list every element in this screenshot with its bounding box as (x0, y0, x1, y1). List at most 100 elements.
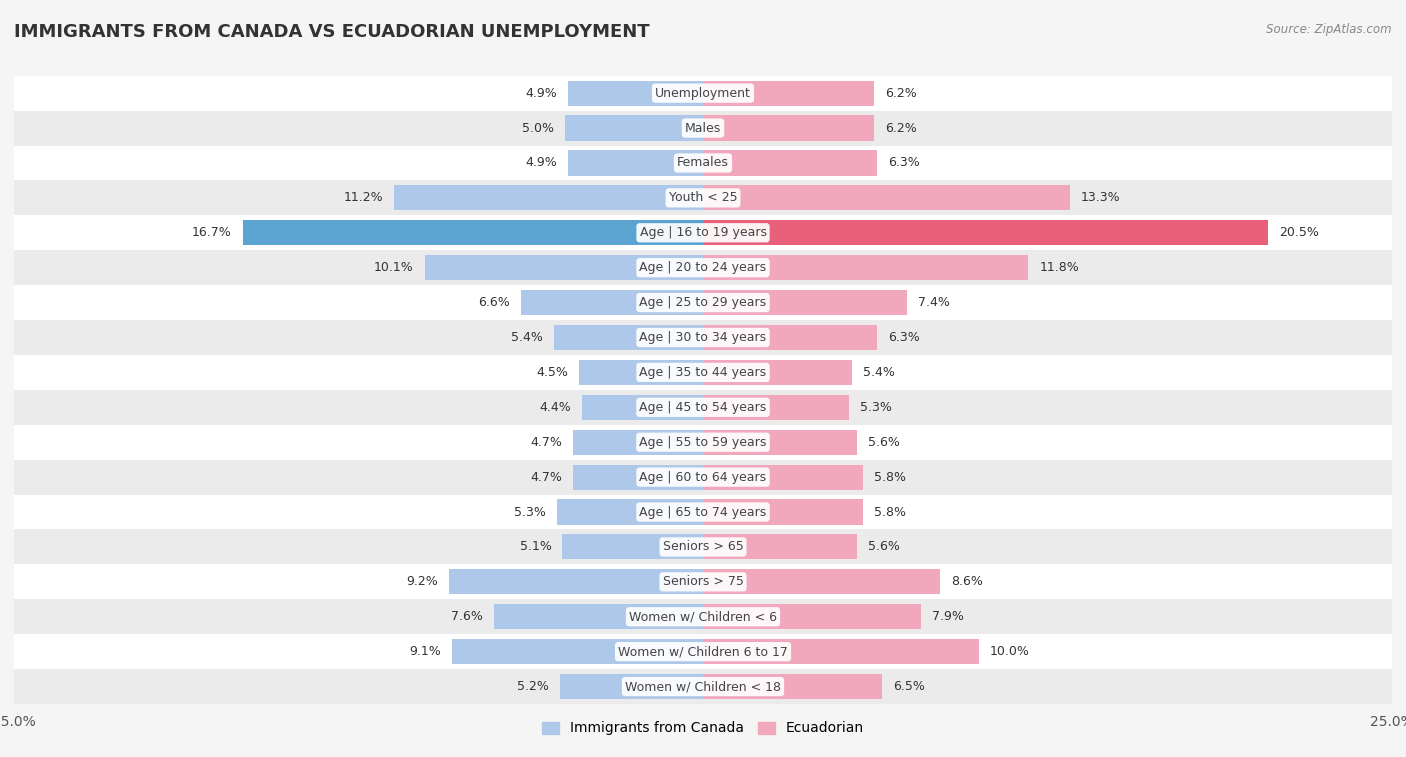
Bar (703, 674, 882, 699)
Text: Source: ZipAtlas.com: Source: ZipAtlas.com (1267, 23, 1392, 36)
Text: Age | 45 to 54 years: Age | 45 to 54 years (640, 400, 766, 414)
Bar (14, 145, 1392, 180)
Text: 6.6%: 6.6% (478, 296, 510, 309)
Text: Age | 35 to 44 years: Age | 35 to 44 years (640, 366, 766, 379)
Bar (14, 111, 1392, 145)
Bar (582, 394, 703, 420)
Text: 11.2%: 11.2% (343, 192, 384, 204)
Bar (562, 534, 703, 559)
Bar (14, 320, 1392, 355)
Text: 5.3%: 5.3% (860, 400, 891, 414)
Text: IMMIGRANTS FROM CANADA VS ECUADORIAN UNEMPLOYMENT: IMMIGRANTS FROM CANADA VS ECUADORIAN UNE… (14, 23, 650, 41)
Bar (703, 80, 875, 106)
Text: 7.4%: 7.4% (918, 296, 950, 309)
Bar (243, 220, 703, 245)
Text: 6.2%: 6.2% (884, 86, 917, 100)
Text: 6.5%: 6.5% (893, 680, 925, 693)
Bar (703, 325, 876, 350)
Bar (14, 180, 1392, 215)
Bar (425, 255, 703, 280)
Text: 5.8%: 5.8% (875, 506, 905, 519)
Bar (568, 80, 703, 106)
Bar (568, 151, 703, 176)
Bar (703, 569, 941, 594)
Bar (14, 600, 1392, 634)
Text: 6.2%: 6.2% (884, 122, 917, 135)
Text: Age | 55 to 59 years: Age | 55 to 59 years (640, 436, 766, 449)
Text: 10.1%: 10.1% (374, 261, 413, 274)
Text: Seniors > 75: Seniors > 75 (662, 575, 744, 588)
Text: 6.3%: 6.3% (887, 157, 920, 170)
Text: 5.4%: 5.4% (512, 331, 543, 344)
Bar (703, 500, 863, 525)
Text: Unemployment: Unemployment (655, 86, 751, 100)
Bar (14, 355, 1392, 390)
Text: 9.2%: 9.2% (406, 575, 439, 588)
Bar (557, 500, 703, 525)
Bar (14, 669, 1392, 704)
Bar (14, 285, 1392, 320)
Text: 5.0%: 5.0% (522, 122, 554, 135)
Bar (14, 215, 1392, 251)
Text: 4.7%: 4.7% (530, 471, 562, 484)
Text: 5.6%: 5.6% (869, 540, 900, 553)
Text: Age | 16 to 19 years: Age | 16 to 19 years (640, 226, 766, 239)
Text: Age | 20 to 24 years: Age | 20 to 24 years (640, 261, 766, 274)
Text: 9.1%: 9.1% (409, 645, 441, 658)
Bar (14, 425, 1392, 459)
Bar (494, 604, 703, 629)
Text: Women w/ Children < 18: Women w/ Children < 18 (626, 680, 780, 693)
Text: 5.2%: 5.2% (517, 680, 548, 693)
Text: 7.6%: 7.6% (451, 610, 482, 623)
Bar (14, 390, 1392, 425)
Bar (703, 639, 979, 664)
Bar (703, 430, 858, 455)
Text: 6.3%: 6.3% (887, 331, 920, 344)
Bar (574, 465, 703, 490)
Text: 20.5%: 20.5% (1279, 226, 1319, 239)
Bar (579, 360, 703, 385)
Text: Youth < 25: Youth < 25 (669, 192, 737, 204)
Text: 11.8%: 11.8% (1039, 261, 1078, 274)
Text: 5.3%: 5.3% (515, 506, 546, 519)
Bar (554, 325, 703, 350)
Text: Males: Males (685, 122, 721, 135)
Bar (14, 251, 1392, 285)
Text: Women w/ Children < 6: Women w/ Children < 6 (628, 610, 778, 623)
Text: 5.4%: 5.4% (863, 366, 894, 379)
Text: 4.9%: 4.9% (526, 86, 557, 100)
Bar (703, 290, 907, 315)
Text: 4.5%: 4.5% (536, 366, 568, 379)
Text: Seniors > 65: Seniors > 65 (662, 540, 744, 553)
Bar (560, 674, 703, 699)
Bar (565, 116, 703, 141)
Text: Age | 30 to 34 years: Age | 30 to 34 years (640, 331, 766, 344)
Bar (14, 459, 1392, 494)
Text: 7.9%: 7.9% (932, 610, 963, 623)
Text: Females: Females (678, 157, 728, 170)
Legend: Immigrants from Canada, Ecuadorian: Immigrants from Canada, Ecuadorian (537, 716, 869, 741)
Bar (14, 494, 1392, 529)
Text: 4.4%: 4.4% (538, 400, 571, 414)
Text: Women w/ Children 6 to 17: Women w/ Children 6 to 17 (619, 645, 787, 658)
Text: 5.8%: 5.8% (875, 471, 905, 484)
Text: 4.9%: 4.9% (526, 157, 557, 170)
Bar (453, 639, 703, 664)
Bar (14, 565, 1392, 600)
Bar (14, 76, 1392, 111)
Bar (703, 394, 849, 420)
Bar (703, 151, 876, 176)
Bar (522, 290, 703, 315)
Bar (703, 185, 1070, 210)
Bar (574, 430, 703, 455)
Text: 13.3%: 13.3% (1081, 192, 1121, 204)
Bar (14, 634, 1392, 669)
Bar (703, 220, 1268, 245)
Text: Age | 65 to 74 years: Age | 65 to 74 years (640, 506, 766, 519)
Text: 4.7%: 4.7% (530, 436, 562, 449)
Text: 5.6%: 5.6% (869, 436, 900, 449)
Bar (703, 534, 858, 559)
Text: 10.0%: 10.0% (990, 645, 1029, 658)
Bar (703, 116, 875, 141)
Bar (703, 255, 1028, 280)
